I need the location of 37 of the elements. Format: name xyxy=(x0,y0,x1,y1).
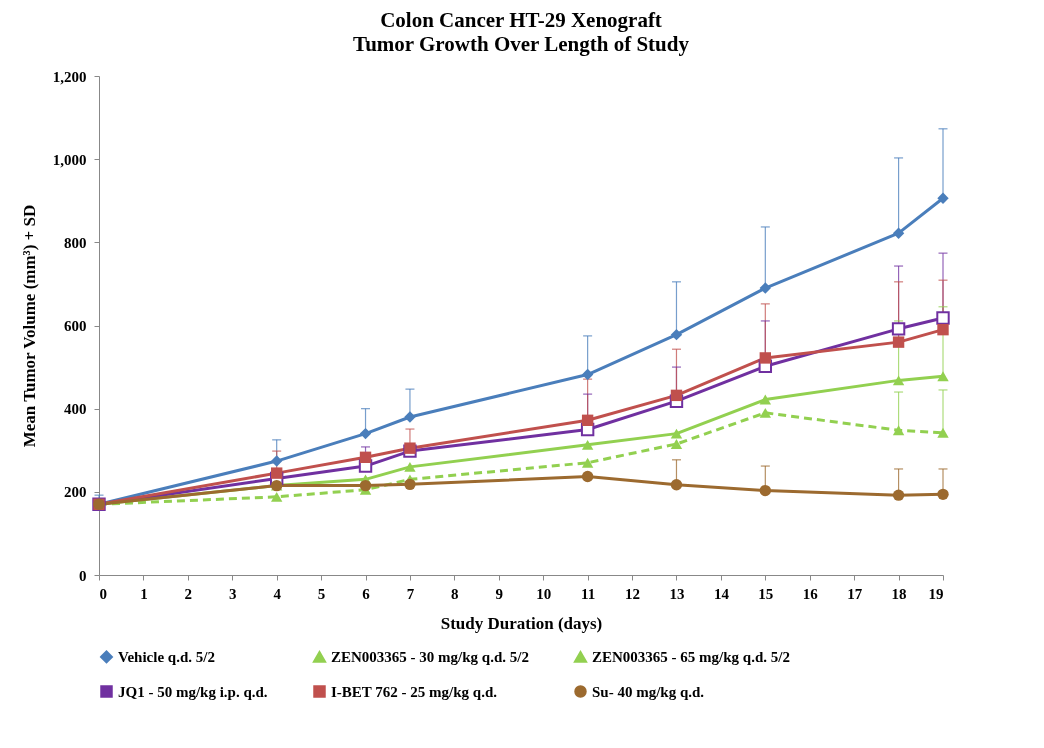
x-tick-label: 5 xyxy=(317,585,326,602)
y-tick-label: 1,000 xyxy=(52,151,87,168)
y-tick-label: 400 xyxy=(64,401,87,418)
x-tick-label: 18 xyxy=(891,585,907,602)
legend-label: I-BET 762 - 25 mg/kg q.d. xyxy=(331,683,498,700)
x-tick-label: 4 xyxy=(273,585,282,602)
x-tick-label: 2 xyxy=(184,585,193,602)
x-tick-label: 9 xyxy=(495,585,504,602)
chart-subtitle: Tumor Growth Over Length of Study xyxy=(353,32,690,56)
chart-title: Colon Cancer HT-29 Xenograft xyxy=(380,8,662,32)
legend-label: Vehicle q.d. 5/2 xyxy=(118,648,215,665)
x-axis-title: Study Duration (days) xyxy=(440,613,603,633)
legend-label: ZEN003365 - 65 mg/kg q.d. 5/2 xyxy=(592,649,790,666)
x-tick-label: 8 xyxy=(451,585,459,602)
x-tick-label: 17 xyxy=(847,585,863,602)
y-tick-label: 200 xyxy=(64,484,87,501)
x-tick-label: 1 xyxy=(140,585,148,602)
x-tick-label: 11 xyxy=(581,585,596,602)
x-tick-label: 0 xyxy=(99,585,107,602)
y-tick-label: 600 xyxy=(64,318,87,334)
x-tick-label: 7 xyxy=(406,585,415,602)
y-axis-title: Mean Tumor Volume (mm³) + SD xyxy=(19,204,39,448)
x-tick-label: 16 xyxy=(802,585,819,602)
x-tick-label: 3 xyxy=(229,585,237,602)
x-tick-label: 19 xyxy=(928,585,944,602)
legend-label: Su- 40 mg/kg q.d. xyxy=(592,683,705,700)
x-tick-label: 15 xyxy=(758,585,774,602)
x-tick-label: 10 xyxy=(536,585,552,602)
x-tick-label: 12 xyxy=(625,585,641,602)
legend-label: JQ1 - 50 mg/kg i.p. q.d. xyxy=(118,683,268,700)
y-tick-label: 1,200 xyxy=(52,68,87,85)
x-tick-label: 14 xyxy=(713,585,730,602)
x-tick-label: 6 xyxy=(362,585,371,602)
x-tick-label: 13 xyxy=(669,585,685,602)
y-tick-label: 0 xyxy=(79,567,87,584)
y-tick-label: 800 xyxy=(64,234,87,251)
legend-label: ZEN003365 - 30 mg/kg q.d. 5/2 xyxy=(331,649,529,666)
